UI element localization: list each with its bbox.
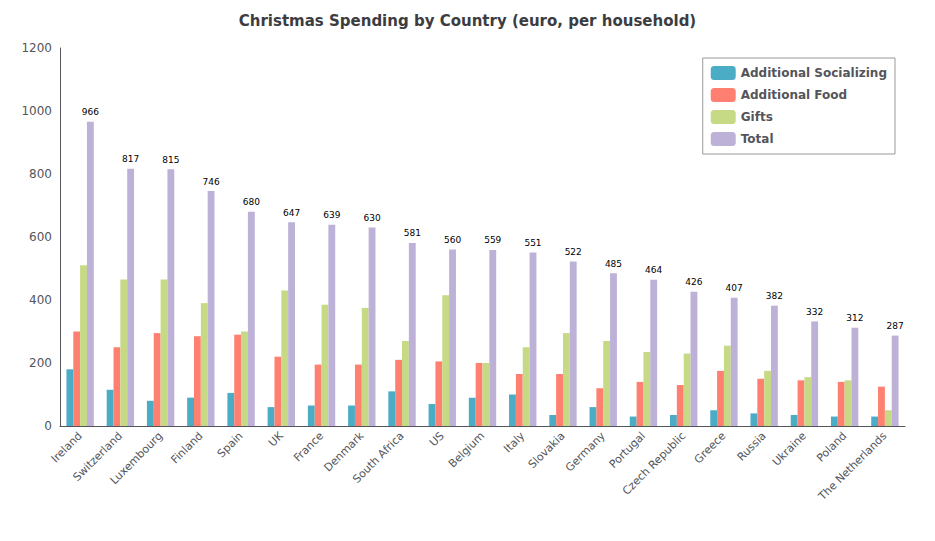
svg-text:Ireland: Ireland (49, 429, 85, 465)
svg-text:746: 746 (203, 177, 220, 187)
svg-text:600: 600 (29, 230, 52, 244)
svg-text:400: 400 (29, 293, 52, 307)
svg-text:647: 647 (283, 208, 300, 218)
svg-text:Germany: Germany (563, 429, 608, 474)
svg-text:522: 522 (565, 247, 582, 257)
svg-text:630: 630 (363, 213, 380, 223)
svg-text:Czech Republic: Czech Republic (620, 429, 688, 497)
svg-text:Italy: Italy (501, 429, 527, 455)
svg-text:559: 559 (484, 235, 501, 245)
svg-text:407: 407 (726, 283, 743, 293)
svg-text:Christmas Spending by Country: Christmas Spending by Country (euro, per… (239, 12, 696, 30)
svg-text:Ukraine: Ukraine (770, 429, 809, 468)
svg-text:Denmark: Denmark (321, 429, 367, 475)
svg-text:Total: Total (741, 132, 774, 146)
svg-text:680: 680 (243, 197, 260, 207)
svg-text:Greece: Greece (692, 429, 729, 466)
svg-text:200: 200 (29, 356, 52, 370)
svg-text:Additional Food: Additional Food (741, 88, 847, 102)
svg-text:Finland: Finland (168, 429, 205, 466)
svg-text:332: 332 (806, 307, 823, 317)
svg-text:639: 639 (323, 210, 340, 220)
svg-text:Luxembourg: Luxembourg (108, 429, 166, 487)
svg-text:Portugal: Portugal (607, 429, 648, 470)
svg-text:815: 815 (162, 155, 179, 165)
svg-text:US: US (427, 429, 447, 449)
svg-text:817: 817 (122, 154, 139, 164)
svg-text:Additional Socializing: Additional Socializing (741, 66, 887, 80)
svg-text:UK: UK (266, 429, 287, 450)
svg-text:Slovakia: Slovakia (526, 429, 568, 471)
svg-text:Switzerland: Switzerland (70, 429, 125, 484)
svg-text:485: 485 (605, 259, 622, 269)
svg-text:551: 551 (524, 238, 541, 248)
svg-text:Gifts: Gifts (741, 110, 773, 124)
svg-text:966: 966 (82, 107, 99, 117)
svg-text:426: 426 (685, 277, 702, 287)
svg-text:France: France (291, 429, 326, 464)
svg-text:560: 560 (444, 235, 461, 245)
svg-text:312: 312 (846, 313, 863, 323)
svg-text:Russia: Russia (735, 429, 769, 463)
svg-text:South Africa: South Africa (350, 429, 406, 485)
svg-text:Belgium: Belgium (446, 429, 487, 470)
svg-text:1000: 1000 (21, 104, 52, 118)
svg-text:581: 581 (404, 228, 421, 238)
svg-text:Poland: Poland (814, 429, 849, 464)
svg-text:464: 464 (645, 265, 662, 275)
svg-text:Spain: Spain (215, 429, 246, 460)
svg-text:800: 800 (29, 167, 52, 181)
svg-text:The Netherlands: The Netherlands (815, 429, 889, 503)
svg-text:0: 0 (44, 419, 52, 433)
svg-text:287: 287 (887, 321, 904, 331)
svg-text:382: 382 (766, 291, 783, 301)
svg-text:1200: 1200 (21, 41, 52, 55)
